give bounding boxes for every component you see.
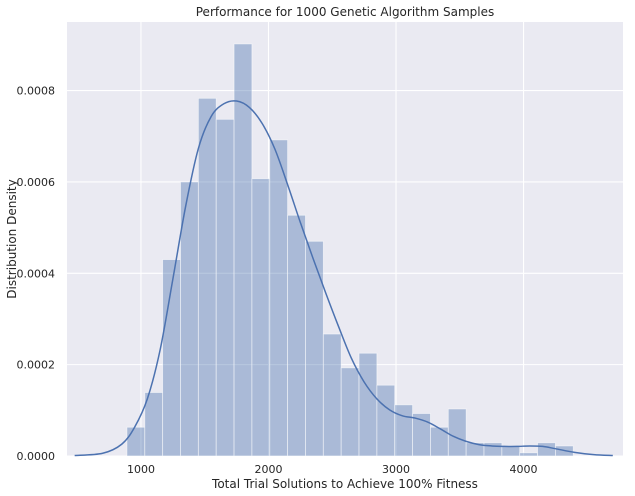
- histogram-bar: [305, 240, 324, 457]
- histogram-bar: [251, 178, 271, 457]
- histogram-bar: [519, 452, 538, 457]
- histogram-bar: [215, 118, 235, 457]
- y-axis-label: Distribution Density: [5, 179, 19, 298]
- y-tick-label: 0.0004: [17, 267, 56, 280]
- histogram-bar: [358, 352, 378, 457]
- histogram-bar: [197, 97, 217, 457]
- histogram-bar: [483, 442, 503, 457]
- x-axis-label: Total Trial Solutions to Achieve 100% Fi…: [211, 477, 478, 491]
- histogram-bar: [287, 214, 306, 457]
- y-tick-label: 0.0002: [17, 359, 56, 372]
- x-tick-label: 3000: [382, 463, 410, 476]
- histogram-bar: [394, 404, 413, 457]
- histogram-bar: [144, 392, 164, 457]
- histogram-bar: [340, 367, 360, 457]
- y-tick-label: 0.0000: [17, 450, 56, 463]
- x-tick-label: 2000: [254, 463, 282, 476]
- histogram-bar: [269, 139, 289, 457]
- chart-title: Performance for 1000 Genetic Algorithm S…: [196, 5, 494, 19]
- histogram-bar: [501, 445, 521, 457]
- kde-curve-line: [74, 100, 613, 457]
- histogram-bar: [447, 408, 467, 457]
- histogram-bar: [322, 333, 342, 457]
- y-tick-labels: 0.0000 0.0002 0.0004 0.0006 0.0008: [17, 85, 56, 463]
- y-tick-label: 0.0008: [17, 85, 56, 98]
- x-tick-labels: 1000 2000 3000 4000: [127, 463, 538, 476]
- histogram-bar: [233, 43, 253, 457]
- grid-lines: [67, 22, 623, 457]
- histogram-bars: [126, 43, 574, 457]
- x-tick-label: 4000: [510, 463, 538, 476]
- histogram-bar: [126, 426, 146, 457]
- histogram-bar: [376, 384, 396, 457]
- histogram-bar: [537, 442, 556, 457]
- y-tick-label: 0.0006: [17, 176, 56, 189]
- x-tick-label: 1000: [127, 463, 155, 476]
- plot-background: [67, 22, 623, 456]
